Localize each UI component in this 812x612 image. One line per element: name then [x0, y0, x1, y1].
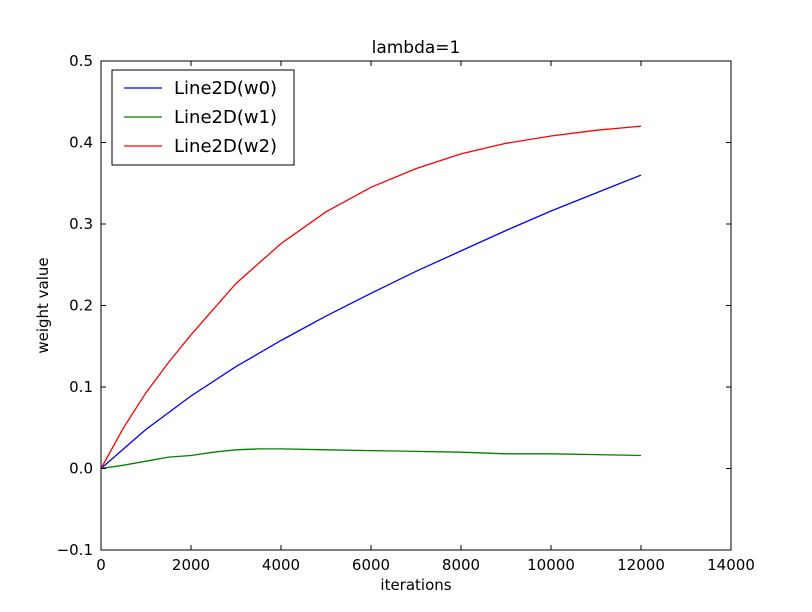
x-tick-label: 14000 — [707, 556, 755, 574]
y-tick-label: 0.3 — [69, 215, 93, 233]
legend: Line2D(w0) Line2D(w1) Line2D(w2) — [111, 69, 295, 166]
x-tick-label: 0 — [96, 556, 106, 574]
y-axis-label: weight value — [34, 257, 52, 353]
x-tick-label: 12000 — [617, 556, 665, 574]
legend-label: Line2D(w2) — [174, 136, 277, 157]
axis-ticks: 0 2000 4000 6000 8000 10000 12000 14000 −0.1 0.0 0… — [57, 52, 755, 574]
series-line-0 — [100, 174, 642, 469]
y-tick-label: 0.5 — [69, 52, 93, 70]
y-tick-label: 0.4 — [69, 134, 93, 152]
series-line-2 — [100, 125, 642, 469]
y-tick-label: 0.2 — [69, 297, 93, 315]
legend-label: Line2D(w1) — [174, 107, 277, 128]
series-line-1 — [100, 448, 642, 470]
x-tick-label: 8000 — [442, 556, 480, 574]
x-axis-label: iterations — [380, 576, 451, 594]
chart-title: lambda=1 — [372, 38, 461, 58]
y-tick-label: 0.0 — [69, 460, 93, 478]
x-tick-label: 2000 — [172, 556, 210, 574]
x-tick-label: 10000 — [527, 556, 575, 574]
x-tick-label: 4000 — [262, 556, 300, 574]
y-tick-label: 0.1 — [69, 378, 93, 396]
x-tick-label: 6000 — [352, 556, 390, 574]
y-tick-label: −0.1 — [57, 541, 93, 559]
legend-label: Line2D(w0) — [174, 78, 277, 99]
plot-area — [100, 125, 642, 470]
